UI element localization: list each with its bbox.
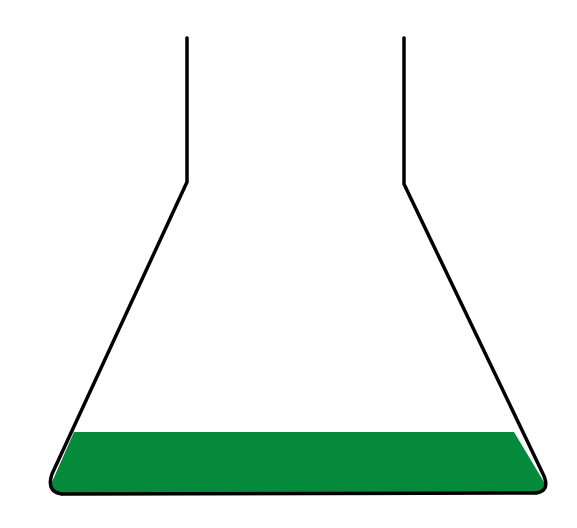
flask-right-wall — [404, 38, 546, 493]
flask-left-wall — [50, 38, 187, 494]
flask-liquid — [52, 432, 545, 494]
flask-outline — [50, 38, 545, 494]
flask-base — [62, 493, 536, 494]
